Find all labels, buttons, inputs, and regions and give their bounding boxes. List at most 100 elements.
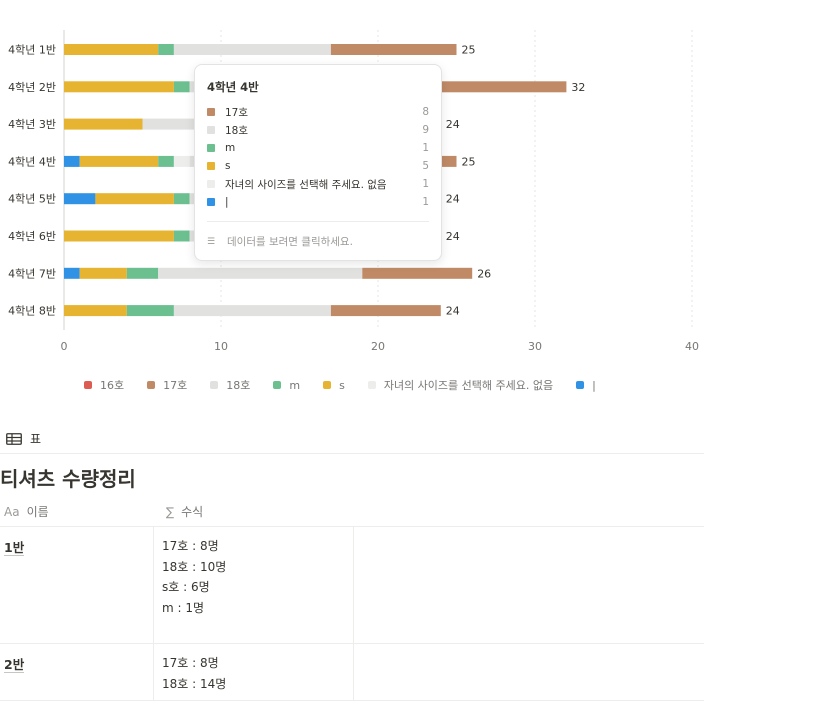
category-label: 4학년 3반 <box>8 118 56 131</box>
category-label: 4학년 5반 <box>8 193 56 206</box>
tooltip-row-value: 1 <box>422 196 429 208</box>
series-swatch <box>207 180 215 188</box>
bar-segment[interactable] <box>173 193 190 205</box>
tooltip-title: 4학년 4반 <box>207 80 259 94</box>
empty-cell <box>354 527 704 643</box>
bar-segment[interactable] <box>64 44 159 55</box>
bar-segment[interactable] <box>64 118 143 130</box>
bar-segment[interactable] <box>173 305 331 317</box>
tooltip-row: 자녀의 사이즈를 선택해 주세요. 없음 1 <box>207 175 429 193</box>
legend-item[interactable]: 18호 <box>210 377 250 393</box>
formula-line: s호 : 6명 <box>162 580 210 595</box>
legend-label: 18호 <box>226 379 251 392</box>
bar-total-label: 25 <box>462 155 476 168</box>
bar-segment[interactable] <box>158 44 174 55</box>
legend-label: | <box>592 378 596 392</box>
bar-total-label: 32 <box>571 81 585 94</box>
table-header-row: Aa 이름 ∑ 수식 <box>0 497 704 527</box>
legend-item[interactable]: | <box>576 379 596 392</box>
tooltip-divider <box>207 221 429 222</box>
bar-segment[interactable] <box>64 267 80 279</box>
view-tab-table[interactable]: 표 <box>30 432 42 446</box>
formula-cell[interactable]: 17호 : 8명 18호 : 14명 <box>154 644 354 700</box>
formula-line: 17호 : 8명 <box>162 539 219 553</box>
page-link[interactable]: 1반 <box>4 540 25 556</box>
bar-total-label: 26 <box>477 267 491 280</box>
bar-segment[interactable] <box>95 193 174 205</box>
bar-segment[interactable] <box>64 230 174 242</box>
legend-swatch <box>147 381 156 389</box>
x-tick-label: 40 <box>685 340 699 353</box>
bar-segment[interactable] <box>64 193 96 205</box>
bar-segment[interactable] <box>64 81 174 93</box>
tooltip-row-label: 17호 <box>225 106 249 119</box>
category-label: 4학년 2반 <box>8 81 56 94</box>
x-tick-label: 30 <box>528 340 542 353</box>
bar-segment[interactable] <box>173 44 331 55</box>
bar-total-label: 24 <box>446 118 460 131</box>
legend-swatch <box>273 381 282 389</box>
legend-swatch <box>576 381 585 389</box>
tooltip-row: 17호 8 <box>207 103 429 121</box>
bar-segment[interactable] <box>158 155 174 167</box>
legend-item[interactable]: 자녀의 사이즈를 선택해 주세요. 없음 <box>367 377 553 393</box>
bar-segment[interactable] <box>173 81 190 93</box>
bar-segment[interactable] <box>79 155 159 167</box>
x-tick-label: 0 <box>61 340 68 353</box>
name-cell[interactable]: 1반 <box>0 527 154 643</box>
column-header-name[interactable]: Aa 이름 <box>0 497 154 526</box>
legend-item[interactable]: 17호 <box>147 377 187 393</box>
tooltip-row-value: 9 <box>422 124 429 136</box>
bar-segment[interactable] <box>64 155 80 167</box>
column-header-formula[interactable]: ∑ 수식 <box>154 497 354 526</box>
tooltip-row: | 1 <box>207 193 429 211</box>
list-icon: ☰ <box>207 236 216 247</box>
category-label: 4학년 6반 <box>8 230 56 243</box>
bar-total-label: 24 <box>446 230 460 243</box>
tooltip-row-label: 자녀의 사이즈를 선택해 주세요. 없음 <box>225 178 387 191</box>
formula-cell[interactable]: 17호 : 8명 18호 : 10명 s호 : 6명 m : 1명 <box>154 527 354 643</box>
bar-segment[interactable] <box>173 230 190 242</box>
empty-cell <box>354 644 704 700</box>
bar-segment[interactable] <box>378 81 567 93</box>
tooltip-row-value: 1 <box>422 178 429 190</box>
text-property-icon: Aa <box>4 504 20 519</box>
category-label: 4학년 1반 <box>8 44 56 57</box>
series-swatch <box>207 108 215 116</box>
legend-item[interactable]: m <box>273 379 300 392</box>
bar-segment[interactable] <box>362 267 473 279</box>
legend-label: 16호 <box>100 379 125 392</box>
view-tab-bar: 표 <box>0 424 704 454</box>
legend-item[interactable]: 16호 <box>84 377 124 393</box>
tooltip-row-value: 8 <box>422 106 429 118</box>
page-link[interactable]: 2반 <box>4 657 25 673</box>
bar-segment[interactable] <box>330 44 457 55</box>
bar-segment[interactable] <box>173 155 190 167</box>
bar-segment[interactable] <box>64 305 127 317</box>
tooltip-row-label: s <box>225 160 231 172</box>
tooltip-row-label: | <box>225 196 229 208</box>
bar-total-label: 24 <box>446 193 460 206</box>
bar-total-label: 24 <box>446 305 460 318</box>
bar-segment[interactable] <box>330 305 441 317</box>
database-title[interactable]: 티셔츠 수량정리 <box>0 467 136 491</box>
series-swatch <box>207 126 215 134</box>
table-row[interactable]: 2반 17호 : 8명 18호 : 14명 <box>0 644 704 701</box>
bar-segment[interactable] <box>126 305 174 317</box>
bar-segment[interactable] <box>79 267 127 279</box>
table-row[interactable]: 1반 17호 : 8명 18호 : 10명 s호 : 6명 m : 1명 <box>0 527 704 644</box>
legend-label: 17호 <box>163 379 188 392</box>
tooltip-row: 18호 9 <box>207 121 429 139</box>
column-header-label: 이름 <box>26 505 49 519</box>
bar-segment[interactable] <box>158 267 363 279</box>
tooltip-footer-text: 데이터를 보려면 클릭하세요. <box>227 236 353 248</box>
name-cell[interactable]: 2반 <box>0 644 154 700</box>
bar-total-label: 25 <box>462 44 476 57</box>
legend-label: m <box>289 378 301 392</box>
legend-item[interactable]: s <box>323 379 345 392</box>
bar-segment[interactable] <box>126 267 159 279</box>
column-header-label: 수식 <box>181 505 204 519</box>
tooltip-footer[interactable]: ☰ 데이터를 보려면 클릭하세요. <box>207 234 429 249</box>
